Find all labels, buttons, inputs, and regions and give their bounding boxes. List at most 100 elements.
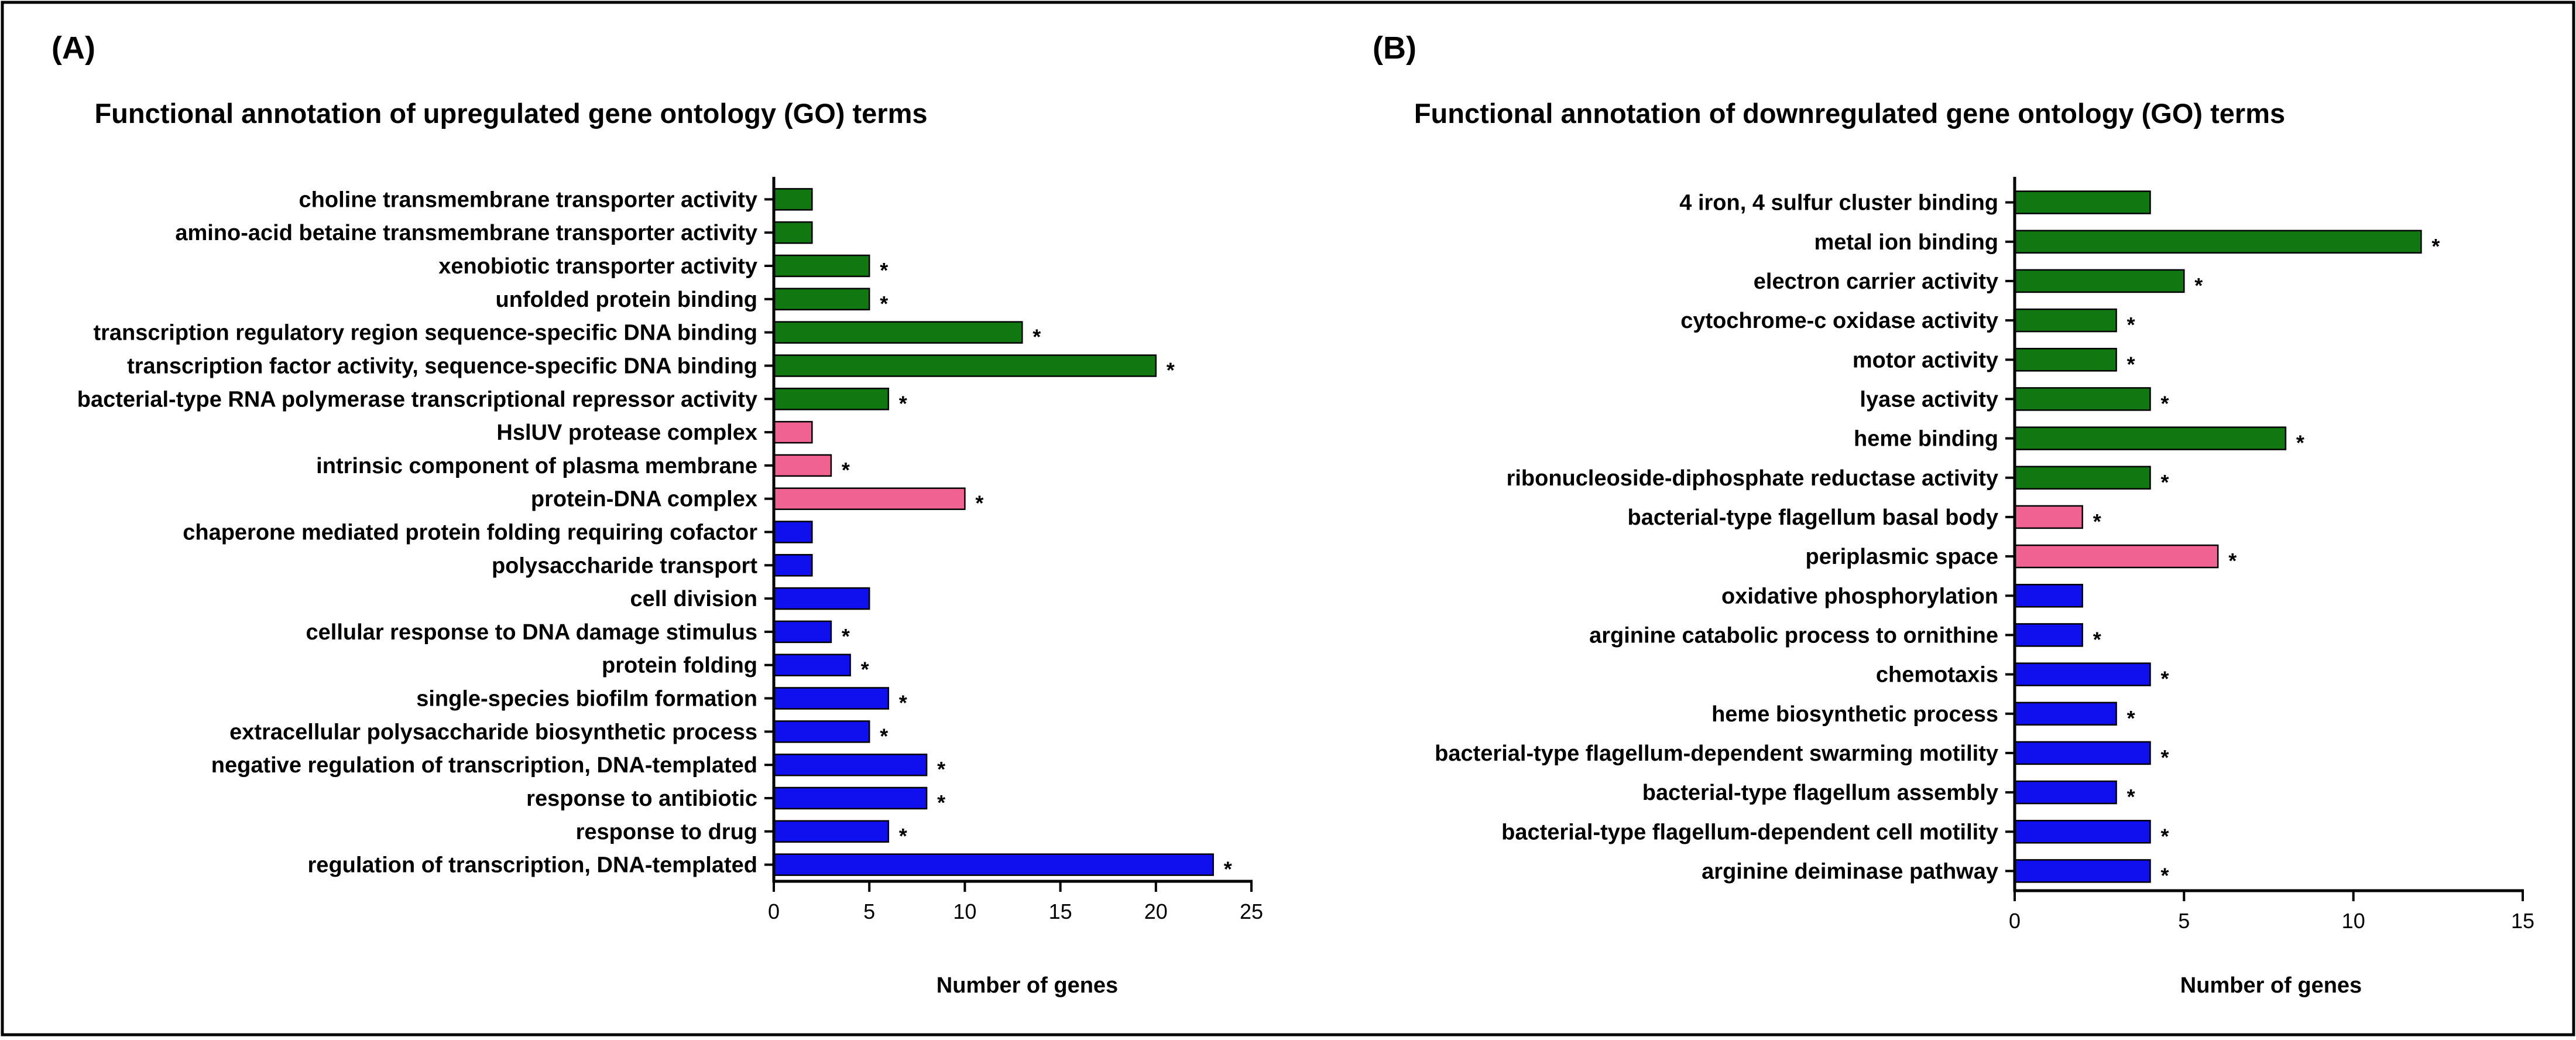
panel-a-category-label: transcription factor activity, sequence-… <box>127 354 757 379</box>
panel-a-category-label: single-species biofilm formation <box>416 687 757 711</box>
panel-a-category-label: cell division <box>630 587 757 611</box>
panel-b-bar <box>2014 780 2117 805</box>
panel-a-bar <box>773 188 813 211</box>
panel-a-category-label: regulation of transcription, DNA-templat… <box>308 853 757 878</box>
panel-b-category-label: periplasmic space <box>1805 545 1998 569</box>
panel-a-significance-star: * <box>937 791 945 815</box>
panel-a-significance-star: * <box>880 292 888 316</box>
panel-b-letter: (B) <box>1373 30 1416 66</box>
panel-b-marks: 4 iron, 4 sulfur cluster binding metal io… <box>1435 177 2534 933</box>
panel-b-bar <box>2014 426 2287 450</box>
panel-b-bar <box>2014 702 2117 726</box>
panel-b-significance-star: * <box>2431 234 2440 258</box>
panel-a-bar <box>773 221 813 244</box>
panel-a-bar <box>773 521 813 543</box>
panel-b-x-tick-label: 10 <box>2342 909 2365 933</box>
panel-b-significance-star: * <box>2093 509 2101 533</box>
panel-b-significance-star: * <box>2161 470 2169 494</box>
panel-a-category-label: protein-DNA complex <box>531 487 757 512</box>
panel-a-x-tick-label: 10 <box>953 899 976 923</box>
panel-a-significance-star: * <box>880 724 888 748</box>
panel-b-bar <box>2014 269 2185 293</box>
panel-b-category-label: arginine deiminase pathway <box>1702 859 1998 884</box>
panel-b-bar <box>2014 466 2151 490</box>
panel-b-category-label: motor activity <box>1853 348 1998 372</box>
panel-a-significance-star: * <box>937 757 945 781</box>
panel-b-title: Functional annotation of downregulated g… <box>1414 98 2285 129</box>
panel-a-bar <box>773 254 870 278</box>
panel-b-bar <box>2014 190 2151 214</box>
panel-b-category-label: 4 iron, 4 sulfur cluster binding <box>1679 191 1998 215</box>
panel-a-significance-star: * <box>1167 358 1175 382</box>
panel-b-bar <box>2014 230 2422 254</box>
panel-a-significance-star: * <box>1224 857 1232 881</box>
panel-b: (B) Functional annotation of downregulat… <box>1373 30 2534 998</box>
panel-a-category-label: amino-acid betaine transmembrane transpo… <box>175 221 757 245</box>
panel-a-category-label: negative regulation of transcription, DN… <box>211 753 757 778</box>
panel-b-significance-star: * <box>2093 627 2101 651</box>
panel-a-bar <box>773 354 1157 377</box>
panel-b-significance-star: * <box>2228 549 2237 573</box>
panel-a-significance-star: * <box>842 458 850 482</box>
panel-b-x-tick-label: 5 <box>2178 909 2190 933</box>
panel-a-significance-star: * <box>880 258 888 282</box>
panel-b-bar <box>2014 505 2083 529</box>
panel-a-bar <box>773 388 890 410</box>
panel-b-significance-star: * <box>2161 745 2169 769</box>
panel-a-category-label: intrinsic component of plasma membrane <box>316 454 757 478</box>
panel-a-x-tick-label: 0 <box>768 899 780 923</box>
panel-b-category-label: lyase activity <box>1860 387 1998 412</box>
panel-a-bar <box>773 554 813 577</box>
panel-b-bar <box>2014 859 2151 883</box>
panel-b-significance-star: * <box>2127 352 2135 376</box>
panel-a-category-label: choline transmembrane transporter activi… <box>299 187 757 212</box>
panel-a-significance-star: * <box>899 691 907 715</box>
panel-b-category-label: oxidative phosphorylation <box>1721 584 1998 608</box>
panel-b-category-label: bacterial-type flagellum basal body <box>1627 505 1998 530</box>
panel-a-significance-star: * <box>899 824 907 848</box>
panel-b-bar <box>2014 741 2151 765</box>
panel-a-category-label: polysaccharide transport <box>492 553 757 578</box>
panel-b-significance-star: * <box>2161 863 2169 887</box>
panel-a-category-label: xenobiotic transporter activity <box>438 254 757 279</box>
panel-a-bar <box>773 487 966 510</box>
panel-a-bar <box>773 587 870 610</box>
panel-a-marks: choline transmembrane transporter activi… <box>77 177 1263 923</box>
panel-b-significance-star: * <box>2161 824 2169 848</box>
panel-a-x-tick-label: 20 <box>1144 899 1168 923</box>
panel-a: (A) Functional annotation of upregulated… <box>52 30 1263 998</box>
panel-b-x-tick-label: 15 <box>2511 909 2534 933</box>
panel-a-x-tick-label: 25 <box>1240 899 1263 923</box>
panel-a-significance-star: * <box>899 391 907 415</box>
panel-a-bar <box>773 720 870 743</box>
panel-b-bar <box>2014 662 2151 686</box>
panel-b-significance-star: * <box>2296 431 2304 455</box>
panel-b-category-label: arginine catabolic process to ornithine <box>1589 623 1998 648</box>
panel-a-bar <box>773 454 832 477</box>
panel-b-bar <box>2014 308 2117 333</box>
panel-b-bar <box>2014 584 2083 608</box>
panel-a-significance-star: * <box>861 658 869 682</box>
panel-a-category-label: HslUV protease complex <box>496 420 757 445</box>
panel-a-category-label: protein folding <box>602 654 757 678</box>
panel-b-x-tick-label: 0 <box>2009 909 2021 933</box>
panel-b-significance-star: * <box>2127 313 2135 337</box>
panel-b-category-label: bacterial-type flagellum assembly <box>1642 781 1998 805</box>
panel-a-x-axis-title: Number of genes <box>937 973 1118 998</box>
panel-b-significance-star: * <box>2161 391 2169 415</box>
panel-a-letter: (A) <box>52 30 95 66</box>
panel-a-category-label: extracellular polysaccharide biosyntheti… <box>229 720 757 744</box>
panel-b-significance-star: * <box>2127 706 2135 730</box>
panel-a-bar <box>773 288 870 311</box>
panel-a-bar <box>773 654 851 676</box>
panel-a-category-label: unfolded protein binding <box>496 288 757 312</box>
panel-b-category-label: electron carrier activity <box>1754 269 1998 294</box>
panel-a-category-label: chaperone mediated protein folding requi… <box>183 521 757 545</box>
panel-a-bar <box>773 620 832 644</box>
panel-b-bar <box>2014 623 2083 647</box>
panel-a-significance-star: * <box>975 491 983 515</box>
panel-b-category-label: heme binding <box>1854 427 1998 451</box>
panel-a-category-label: bacterial-type RNA polymerase transcript… <box>77 387 757 412</box>
panel-a-bar <box>773 321 1023 344</box>
